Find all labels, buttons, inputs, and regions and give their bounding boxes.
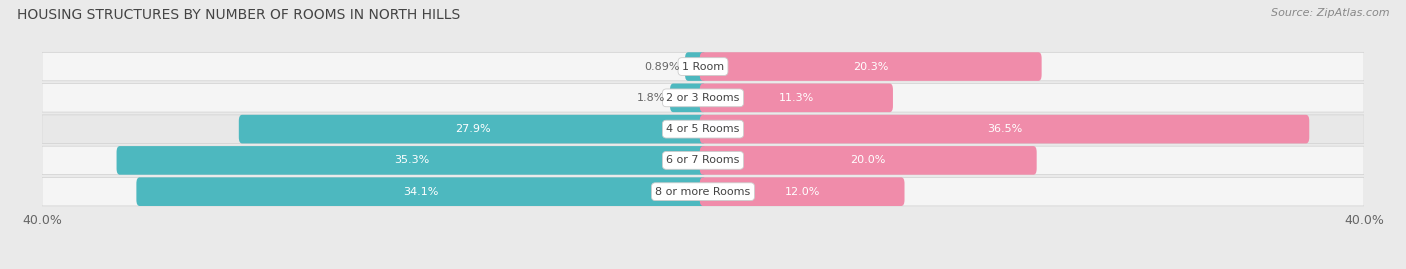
Text: Source: ZipAtlas.com: Source: ZipAtlas.com xyxy=(1271,8,1389,18)
FancyBboxPatch shape xyxy=(42,52,1364,81)
Text: 2 or 3 Rooms: 2 or 3 Rooms xyxy=(666,93,740,103)
FancyBboxPatch shape xyxy=(42,146,1364,175)
FancyBboxPatch shape xyxy=(700,177,904,206)
Text: 1.8%: 1.8% xyxy=(637,93,665,103)
FancyBboxPatch shape xyxy=(685,52,706,81)
FancyBboxPatch shape xyxy=(42,84,1364,112)
FancyBboxPatch shape xyxy=(42,115,1364,143)
Text: HOUSING STRUCTURES BY NUMBER OF ROOMS IN NORTH HILLS: HOUSING STRUCTURES BY NUMBER OF ROOMS IN… xyxy=(17,8,460,22)
Text: 27.9%: 27.9% xyxy=(454,124,491,134)
FancyBboxPatch shape xyxy=(117,146,706,175)
FancyBboxPatch shape xyxy=(671,84,706,112)
Text: 0.89%: 0.89% xyxy=(644,62,681,72)
Text: 35.3%: 35.3% xyxy=(394,155,429,165)
FancyBboxPatch shape xyxy=(700,146,1036,175)
Text: 11.3%: 11.3% xyxy=(779,93,814,103)
Text: 20.0%: 20.0% xyxy=(851,155,886,165)
FancyBboxPatch shape xyxy=(239,115,706,143)
Text: 20.3%: 20.3% xyxy=(853,62,889,72)
Text: 8 or more Rooms: 8 or more Rooms xyxy=(655,187,751,197)
FancyBboxPatch shape xyxy=(42,178,1364,206)
Text: 36.5%: 36.5% xyxy=(987,124,1022,134)
Text: 34.1%: 34.1% xyxy=(404,187,439,197)
FancyBboxPatch shape xyxy=(700,115,1309,143)
FancyBboxPatch shape xyxy=(700,52,1042,81)
Text: 6 or 7 Rooms: 6 or 7 Rooms xyxy=(666,155,740,165)
Text: 4 or 5 Rooms: 4 or 5 Rooms xyxy=(666,124,740,134)
Text: 1 Room: 1 Room xyxy=(682,62,724,72)
FancyBboxPatch shape xyxy=(700,84,893,112)
FancyBboxPatch shape xyxy=(136,177,706,206)
Text: 12.0%: 12.0% xyxy=(785,187,820,197)
